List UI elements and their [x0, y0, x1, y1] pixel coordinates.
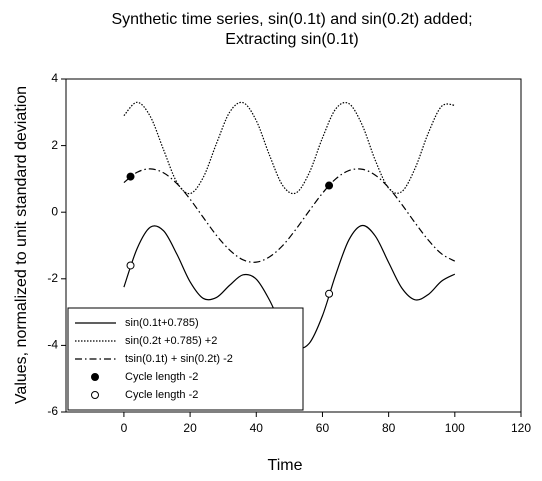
point-marker: [126, 261, 135, 270]
x-tick-label: 20: [183, 421, 197, 435]
chart-title: Extracting sin(0.1t): [225, 31, 358, 48]
x-tick-label: 40: [250, 421, 264, 435]
legend-label: Cycle length -2: [125, 371, 198, 383]
y-tick-label: 4: [51, 71, 58, 85]
plot-frame: [65, 78, 522, 413]
point-marker: [325, 181, 334, 190]
chart-title: Synthetic time series, sin(0.1t) and sin…: [111, 11, 472, 28]
y-tick-label: -6: [47, 404, 58, 418]
legend-swatch: [91, 373, 99, 381]
x-tick-label: 80: [382, 421, 396, 435]
legend-label: sin(0.2t +0.785) +2: [125, 335, 217, 347]
point-marker: [325, 289, 334, 298]
x-tick-label: 0: [121, 421, 128, 435]
y-tick-label: -4: [47, 338, 58, 352]
x-axis-label: Time: [268, 457, 303, 474]
legend-label: tsin(0.1t) + sin(0.2t) -2: [125, 353, 233, 365]
legend-label: sin(0.1t+0.785): [125, 317, 199, 329]
x-tick-label: 100: [445, 421, 465, 435]
legend-label: Cycle length -2: [125, 389, 198, 401]
x-tick-label: 60: [316, 421, 330, 435]
series-line: [123, 101, 455, 195]
legend-swatch: [91, 391, 99, 399]
y-tick-label: 0: [51, 204, 58, 218]
y-tick-label: 2: [51, 138, 58, 152]
y-axis-label: Values, normalized to unit standard devi…: [13, 86, 30, 404]
point-marker: [126, 172, 135, 181]
x-tick-label: 120: [511, 421, 531, 435]
series-line: [123, 168, 456, 263]
y-tick-label: -2: [47, 271, 58, 285]
